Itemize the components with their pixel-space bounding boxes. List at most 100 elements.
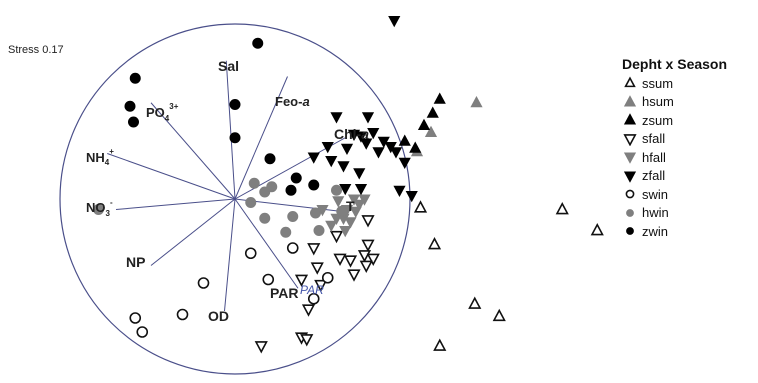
point-hwin: [331, 184, 342, 196]
zfall-marker-shape: [623, 171, 637, 183]
point-zwin: [129, 72, 141, 84]
point-sfall: [361, 215, 375, 228]
point-zfall: [337, 161, 350, 173]
vector-par: [234, 198, 299, 289]
vector-po4-3-: [150, 102, 236, 200]
point-zsum: [398, 134, 411, 146]
point-hwin: [266, 181, 278, 193]
vector-od: [224, 198, 236, 312]
sfall-marker-shape: [623, 133, 637, 146]
hwin-marker-icon: [626, 208, 634, 217]
point-sfall: [343, 255, 358, 268]
point-hsum: [470, 95, 483, 108]
hfall-marker-icon: [623, 152, 637, 165]
point-zwin: [285, 184, 297, 196]
point-zfall: [367, 127, 380, 140]
legend-item: sfall: [622, 130, 727, 149]
point-hwin: [313, 225, 325, 236]
legend-label: ssum: [642, 75, 674, 91]
point-zwin: [264, 153, 276, 165]
point-swin: [176, 308, 189, 321]
point-sfall: [294, 274, 309, 287]
point-ssum: [590, 223, 604, 236]
point-zfall: [405, 190, 418, 203]
point-hwin: [287, 211, 299, 222]
point-sfall: [301, 304, 316, 317]
vector-label-chl-a: Chl-a: [334, 126, 369, 142]
vector-label-par-overlay: PAR: [300, 283, 324, 297]
point-zfall: [398, 157, 411, 170]
point-hfall: [353, 199, 366, 212]
point-zsum: [426, 106, 439, 118]
legend-item: ssum: [622, 74, 727, 93]
point-swin: [129, 312, 142, 324]
point-swin: [262, 273, 275, 286]
point-zfall: [389, 147, 403, 159]
legend-label: zsum: [642, 112, 674, 128]
ssum-marker-shape: [624, 76, 636, 88]
legend-label: swin: [642, 186, 669, 202]
vector-label-np: NP: [126, 254, 145, 270]
point-zfall: [339, 183, 352, 196]
point-sfall: [361, 239, 375, 252]
point-hwin: [310, 207, 321, 219]
point-zwin: [290, 172, 302, 184]
point-sfall: [333, 253, 347, 266]
point-swin: [286, 242, 299, 254]
point-ssum: [492, 308, 506, 322]
point-zfall: [330, 112, 343, 124]
legend-title: Depht x Season: [622, 56, 728, 72]
point-sfall: [307, 243, 321, 256]
point-hfall: [330, 213, 343, 226]
point-zfall: [360, 138, 373, 150]
point-swin: [321, 271, 334, 284]
point-zwin: [128, 116, 139, 128]
vector-no3-: [115, 198, 236, 210]
vector-feo-a: [234, 76, 288, 200]
hsum-marker-shape: [623, 94, 637, 107]
vector-sal: [225, 60, 236, 200]
point-sfall: [357, 250, 372, 263]
point-zfall: [354, 183, 368, 196]
legend-item: hwin: [622, 204, 727, 223]
hsum-marker-icon: [623, 94, 637, 107]
point-sfall: [366, 253, 380, 266]
legend-item: swin: [622, 185, 727, 204]
point-hfall: [339, 225, 352, 238]
zfall-marker-icon: [623, 171, 637, 183]
point-hfall: [325, 220, 338, 233]
legend-label: zfall: [642, 168, 666, 184]
point-hwin: [259, 212, 271, 224]
point-ssum: [433, 338, 447, 351]
ssum-marker-icon: [624, 76, 636, 88]
legend-label: hwin: [642, 205, 669, 221]
point-zfall: [388, 15, 401, 28]
point-hwin: [248, 177, 260, 189]
sfall-marker-icon: [623, 133, 637, 146]
hfall-marker-shape: [623, 152, 637, 165]
point-swin: [136, 326, 149, 338]
point-sfall: [300, 334, 314, 347]
zwin-marker-icon: [626, 227, 634, 236]
stress-label: Stress 0.17: [8, 44, 64, 56]
vector-label-par: PAR: [270, 285, 299, 301]
vector-np: [150, 198, 236, 266]
legend-item: zwin: [622, 222, 727, 241]
legend-label: zwin: [642, 223, 669, 239]
point-zfall: [361, 112, 375, 124]
point-zfall: [347, 129, 361, 142]
legend-item: zfall: [622, 167, 727, 186]
point-sfall: [314, 279, 328, 293]
point-ssum: [427, 237, 442, 250]
vector-label-t: T: [346, 198, 355, 214]
point-zfall: [372, 147, 385, 159]
point-ssum: [555, 202, 569, 215]
legend-items: ssum hsum zsum sfall hfall zfall swin hw…: [622, 74, 727, 241]
point-hwin: [336, 205, 348, 217]
point-hwin: [93, 204, 104, 215]
hwin-marker-shape: [626, 208, 634, 217]
point-ssum: [468, 296, 482, 309]
legend: Depht x Season ssum hsum zsum sfall hfal…: [622, 56, 727, 241]
point-zwin: [229, 132, 241, 144]
